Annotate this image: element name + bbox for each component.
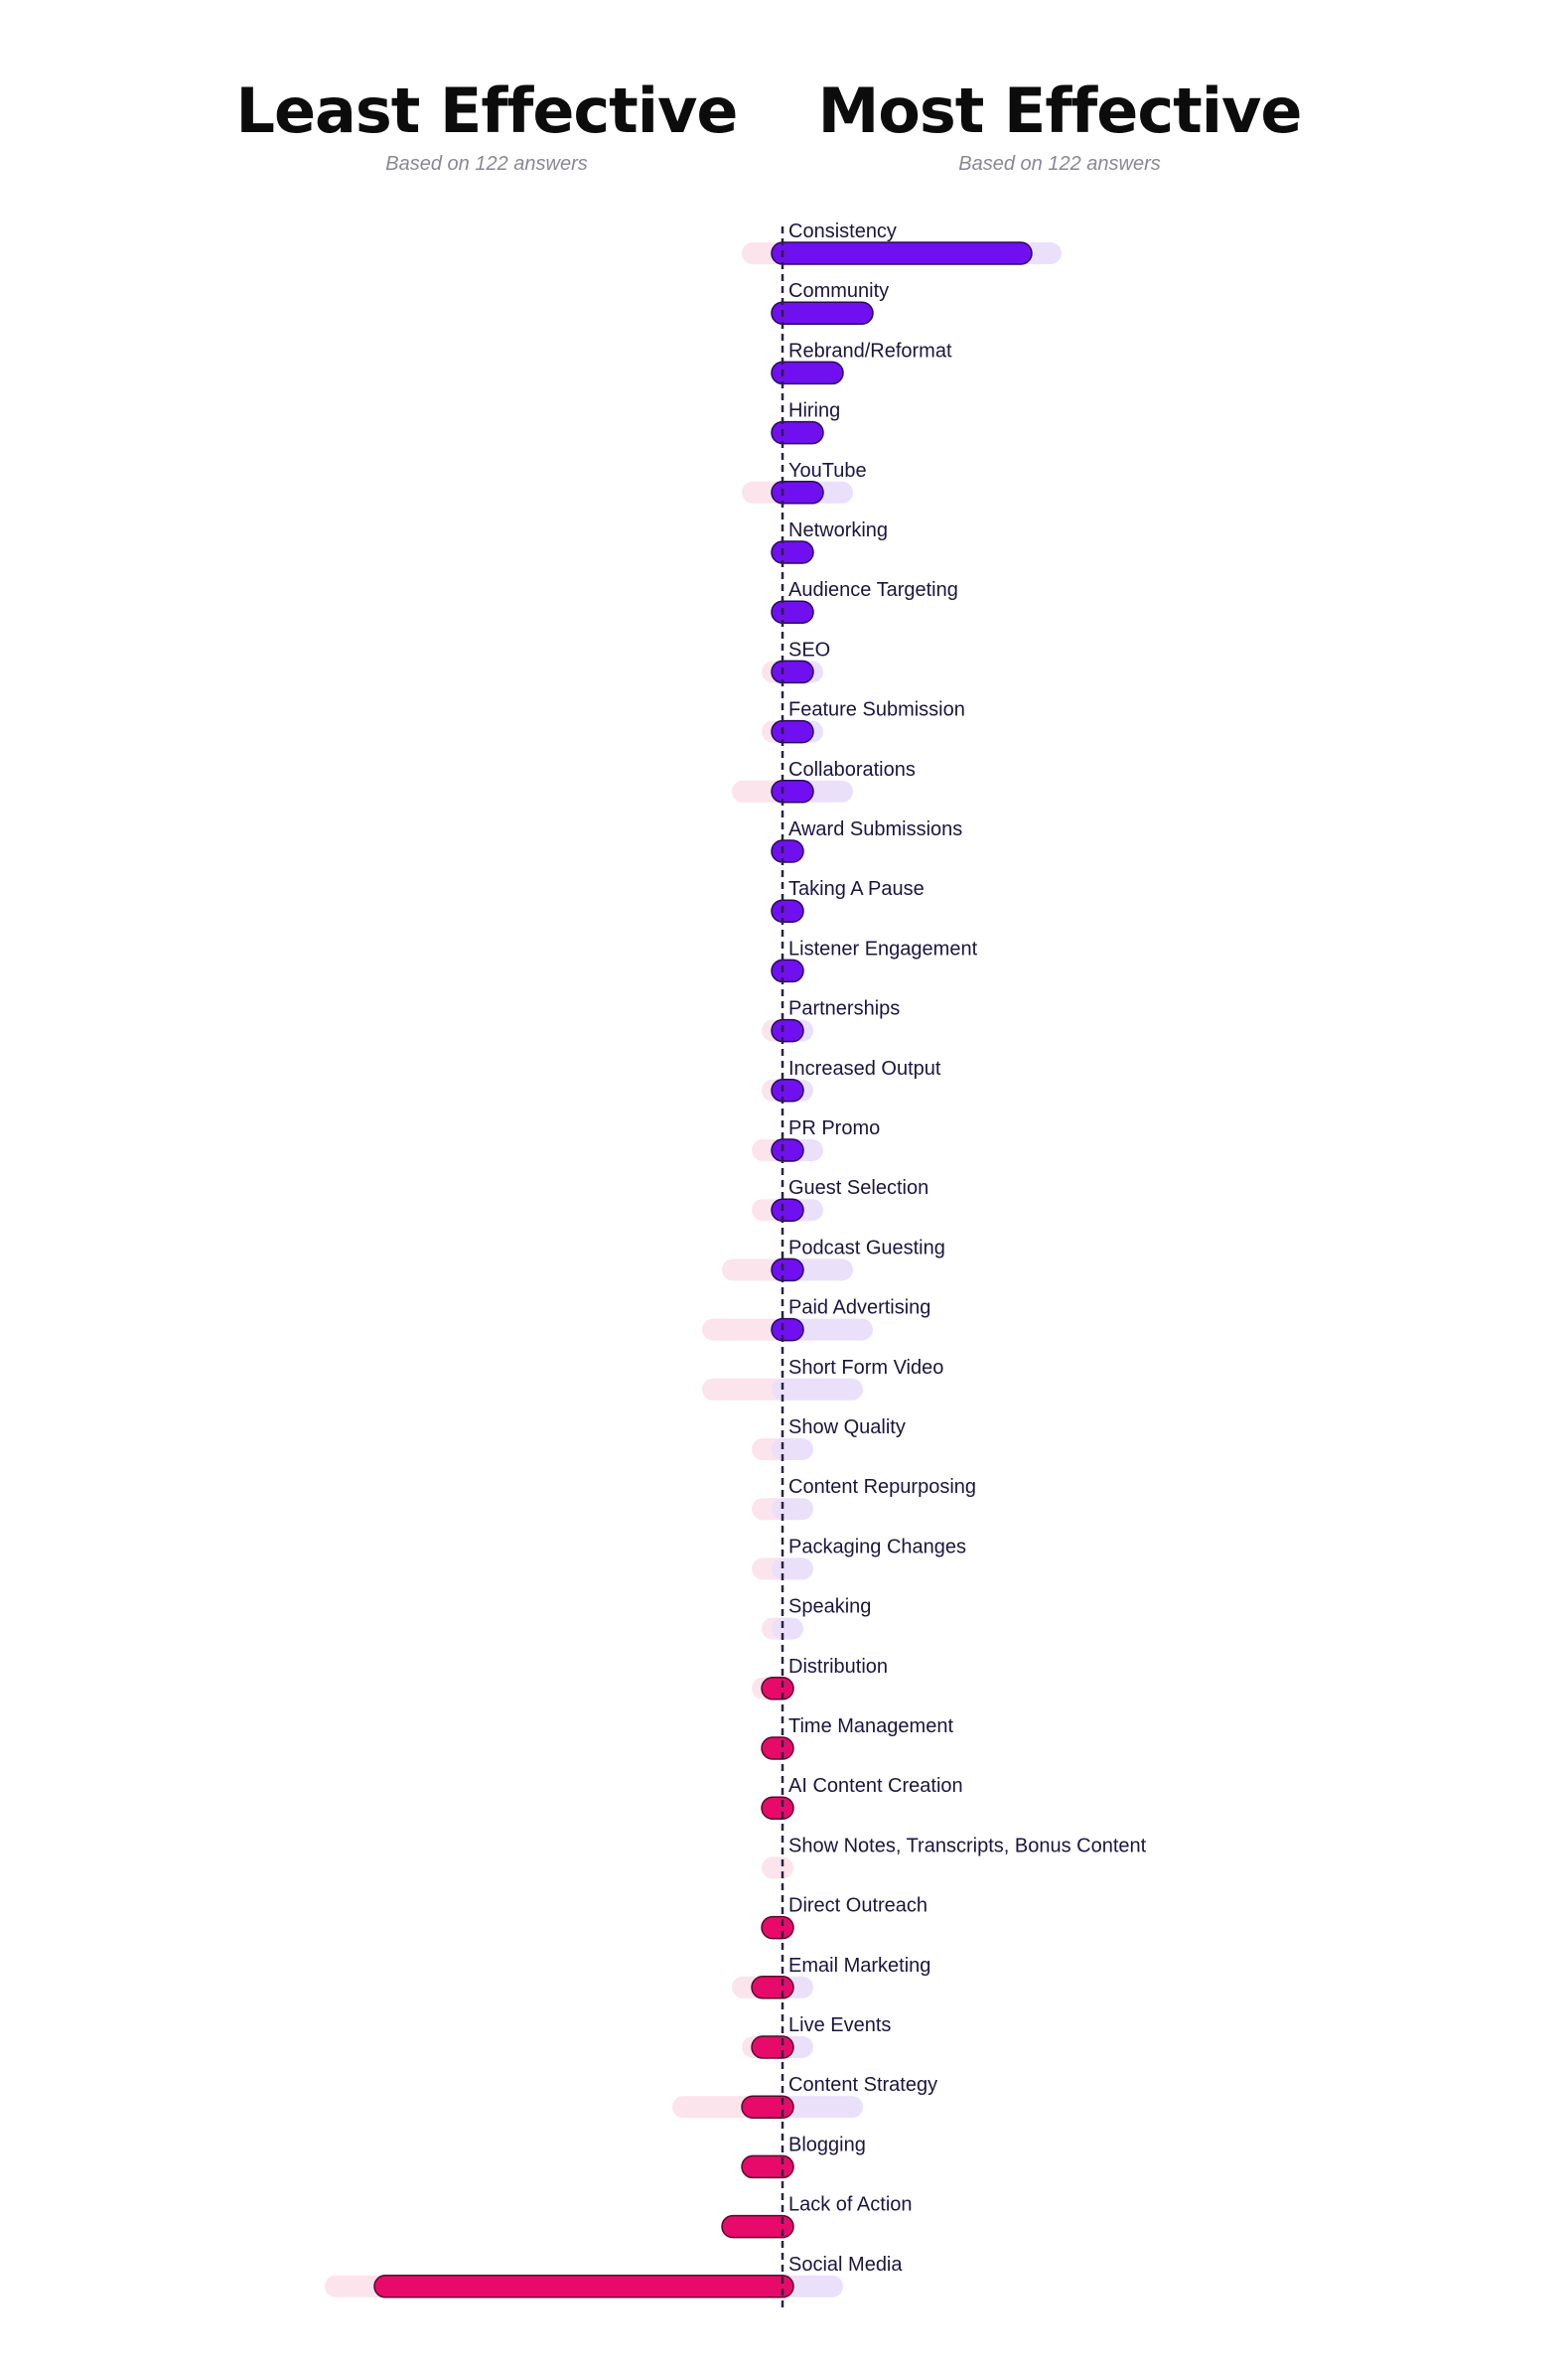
most-bar: [771, 301, 874, 325]
category-label: Live Events: [788, 2014, 891, 2036]
category-label: Time Management: [788, 1715, 953, 1737]
most-bar: [771, 660, 814, 684]
least-effective-title: Least Effective: [235, 74, 739, 147]
most-bar: [771, 959, 804, 983]
most-effective-subtitle: Based on 122 answers: [958, 153, 1161, 175]
least-bar: [741, 2095, 794, 2119]
category-label: Audience Targeting: [788, 579, 958, 601]
category-label: Taking A Pause: [788, 878, 925, 900]
category-label: Speaking: [788, 1596, 871, 1618]
least-bar: [761, 1677, 794, 1701]
category-label: YouTube: [788, 460, 867, 482]
most-light-bar: [772, 1438, 813, 1460]
least-bar: [751, 1976, 794, 1999]
category-label: Guest Selection: [788, 1177, 928, 1199]
category-label: Rebrand/Reformat: [788, 340, 952, 362]
category-label: Show Quality: [788, 1416, 906, 1438]
category-label: PR Promo: [788, 1117, 880, 1139]
most-bar: [771, 361, 844, 385]
category-label: Partnerships: [788, 998, 900, 1020]
most-light-bar: [772, 2096, 863, 2119]
category-label: Feature Submission: [788, 699, 965, 721]
category-label: Listener Engagement: [788, 938, 978, 960]
most-bar: [771, 899, 804, 923]
most-bar: [771, 780, 814, 804]
category-label: SEO: [788, 639, 830, 661]
most-light-bar: [772, 1378, 863, 1401]
category-label: Show Notes, Transcripts, Bonus Content: [788, 1835, 1147, 1856]
category-label: Content Strategy: [788, 2074, 937, 2096]
most-bar: [771, 1079, 804, 1103]
category-label: Lack of Action: [788, 2194, 913, 2216]
most-bar: [771, 1198, 804, 1222]
least-light-bar: [702, 1378, 793, 1401]
least-bar: [761, 1796, 794, 1820]
category-label: Packaging Changes: [788, 1536, 966, 1557]
most-bar: [771, 1317, 804, 1342]
category-label: Podcast Guesting: [788, 1237, 945, 1258]
category-label: Collaborations: [788, 759, 916, 781]
most-light-bar: [772, 1617, 803, 1640]
category-label: Paid Advertising: [788, 1297, 930, 1319]
category-label: AI Content Creation: [788, 1775, 963, 1797]
most-bar: [771, 241, 1033, 265]
category-label: Award Submissions: [788, 818, 962, 840]
category-label: Networking: [788, 519, 888, 541]
most-bar: [771, 420, 824, 445]
least-bar: [721, 2214, 794, 2239]
most-bar: [771, 540, 814, 564]
most-bar: [771, 719, 814, 744]
category-label: Consistency: [788, 221, 897, 242]
category-label: Email Marketing: [788, 1955, 930, 1977]
most-light-bar: [772, 1498, 813, 1521]
least-bar: [751, 2035, 794, 2059]
most-bar: [771, 600, 814, 624]
least-bar: [373, 2275, 794, 2298]
least-effective-header: Least Effective Based on 122 answers: [209, 72, 765, 176]
category-label: Distribution: [788, 1656, 888, 1678]
most-bar: [771, 481, 824, 505]
most-effective-title: Most Effective: [817, 74, 1303, 147]
most-light-bar: [772, 1557, 813, 1580]
most-bar: [771, 839, 804, 863]
category-label: Hiring: [788, 400, 840, 422]
most-effective-header: Most Effective Based on 122 answers: [782, 72, 1338, 176]
most-bar: [771, 1258, 804, 1282]
category-label: Community: [788, 280, 889, 302]
category-label: Increased Output: [788, 1058, 941, 1080]
least-bar: [761, 1736, 794, 1760]
least-bar: [741, 2154, 794, 2179]
least-bar: [761, 1915, 794, 1940]
category-label: Short Form Video: [788, 1357, 943, 1379]
least-light-bar: [702, 1318, 793, 1341]
most-bar: [771, 1018, 804, 1043]
most-bar: [771, 1138, 804, 1162]
least-effective-subtitle: Based on 122 answers: [385, 153, 588, 175]
category-label: Direct Outreach: [788, 1895, 927, 1917]
category-label: Content Repurposing: [788, 1476, 976, 1498]
category-label: Social Media: [788, 2254, 903, 2276]
category-label: Blogging: [788, 2134, 866, 2155]
least-light-bar: [762, 1856, 793, 1879]
